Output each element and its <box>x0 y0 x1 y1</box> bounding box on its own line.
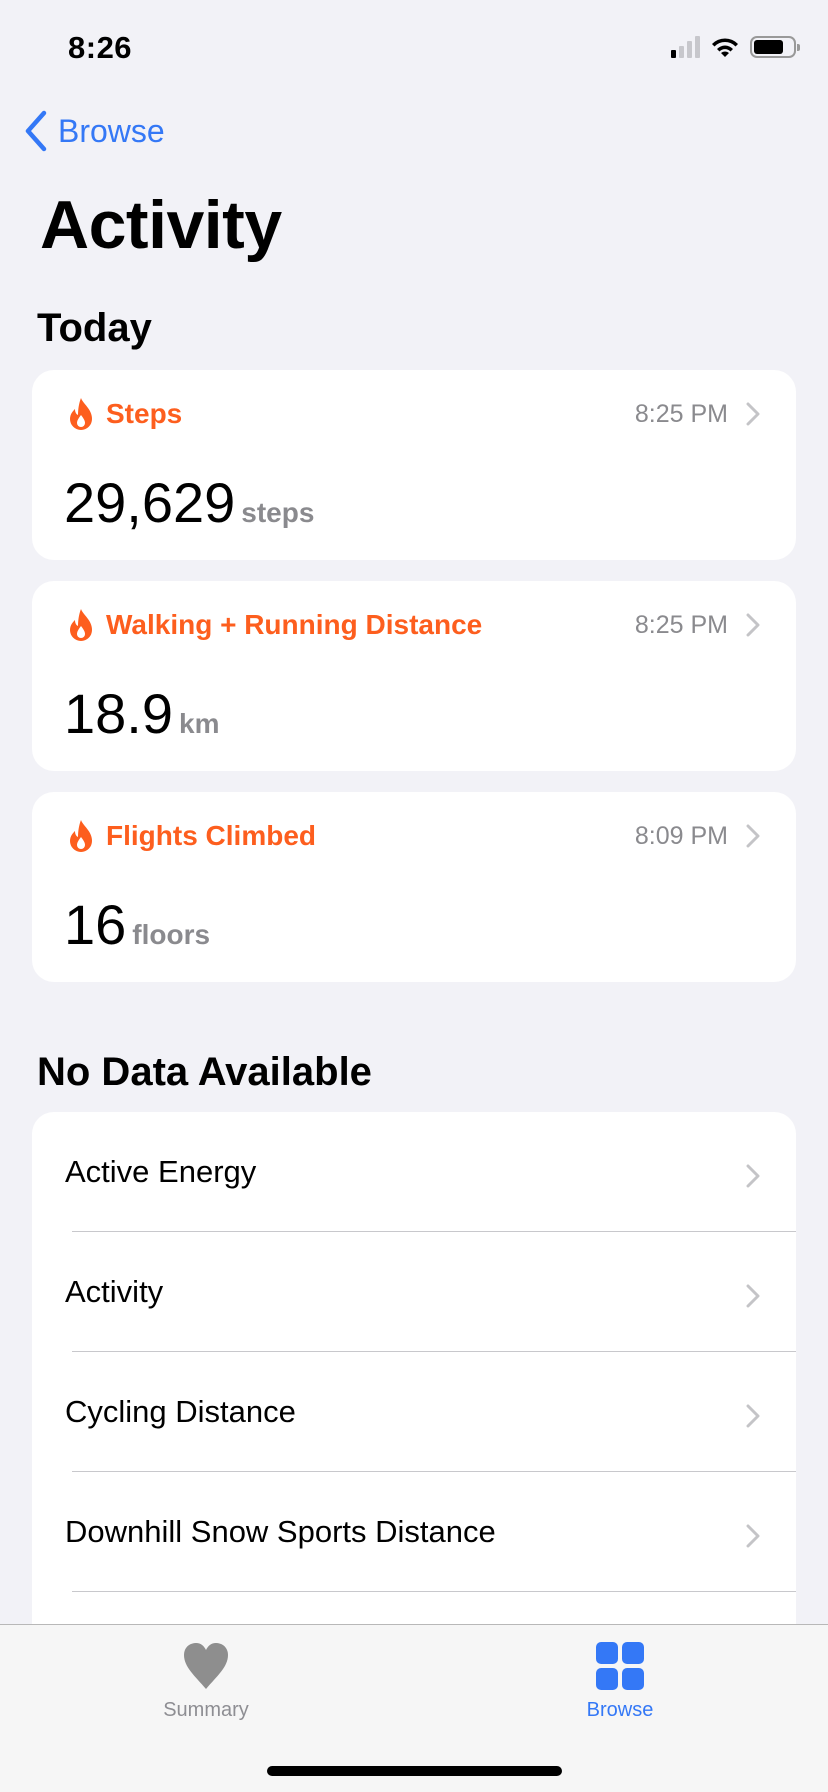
tab-bar: Summary Browse <box>0 1624 828 1792</box>
list-item-label: Downhill Snow Sports Distance <box>65 1514 496 1549</box>
metric-value: 16 floors <box>64 892 210 957</box>
list-item[interactable]: Downhill Snow Sports Distance <box>32 1472 796 1592</box>
chevron-right-icon <box>746 1284 760 1308</box>
metric-number: 16 <box>64 893 127 956</box>
list-item[interactable]: Active Energy <box>32 1112 796 1232</box>
back-label: Browse <box>58 112 165 149</box>
wifi-icon <box>712 38 738 57</box>
tab-summary[interactable]: Summary <box>116 1641 296 1722</box>
status-time: 8:26 <box>68 30 133 65</box>
section-header-today: Today <box>37 306 152 350</box>
chevron-right-icon <box>746 1164 760 1188</box>
list-item-label: Cycling Distance <box>65 1394 296 1429</box>
metric-number: 29,629 <box>64 471 236 534</box>
flame-icon <box>70 820 92 852</box>
back-button[interactable]: Browse <box>24 110 165 152</box>
metric-label: Steps <box>106 398 183 429</box>
tab-browse-label: Browse <box>586 1699 654 1721</box>
chevron-left-icon <box>25 110 47 152</box>
chevron-right-icon <box>746 613 760 637</box>
signal-icon <box>671 36 700 58</box>
status-icons <box>671 36 800 58</box>
metric-label: Flights Climbed <box>106 820 316 851</box>
list-item[interactable]: Cycling Distance <box>32 1352 796 1472</box>
heart-icon <box>184 1643 228 1689</box>
metric-header: Walking + Running Distance 8:25 PM <box>68 607 760 643</box>
metric-header: Flights Climbed 8:09 PM <box>68 818 760 854</box>
chevron-right-icon <box>746 1524 760 1548</box>
list-item-label: Activity <box>65 1274 164 1309</box>
flame-icon <box>70 398 92 430</box>
metric-label: Walking + Running Distance <box>106 609 483 640</box>
metric-card[interactable]: Flights Climbed 8:09 PM 16 floors <box>32 792 796 982</box>
chevron-right-icon <box>746 402 760 426</box>
metric-unit: km <box>179 708 220 739</box>
battery-icon <box>750 36 800 58</box>
list-item-label: Active Energy <box>65 1154 257 1189</box>
metric-time: 8:25 PM <box>634 610 728 639</box>
metric-value: 18.9 km <box>64 681 219 746</box>
no-data-list: Active Energy Activity Cycling Distance Dow… <box>32 1112 796 1652</box>
metric-unit: steps <box>241 497 315 528</box>
metric-time: 8:25 PM <box>634 399 728 428</box>
metric-time: 8:09 PM <box>634 821 728 850</box>
tab-summary-label: Summary <box>163 1699 249 1721</box>
chevron-right-icon <box>746 1404 760 1428</box>
metric-card[interactable]: Walking + Running Distance 8:25 PM 18.9 km <box>32 581 796 771</box>
metric-number: 18.9 <box>64 682 173 745</box>
list-item[interactable]: Activity <box>32 1232 796 1352</box>
chevron-right-icon <box>746 824 760 848</box>
flame-icon <box>70 609 92 641</box>
tab-browse[interactable]: Browse <box>530 1641 710 1722</box>
metric-card[interactable]: Steps 8:25 PM 29,629 steps <box>32 370 796 560</box>
section-header-no-data: No Data Available <box>37 1050 372 1094</box>
metric-unit: floors <box>132 919 211 950</box>
home-indicator[interactable] <box>267 1766 562 1776</box>
metric-header: Steps 8:25 PM <box>68 396 760 432</box>
metric-value: 29,629 steps <box>64 470 314 535</box>
grid-icon <box>596 1642 644 1690</box>
page-title: Activity <box>40 187 282 263</box>
